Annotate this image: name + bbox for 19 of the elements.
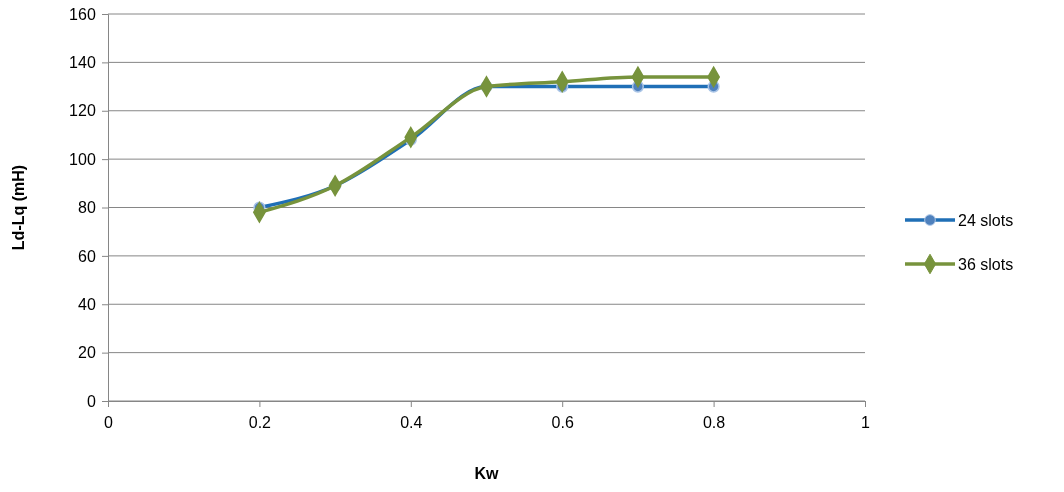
x-tick-label: 0 — [104, 413, 114, 431]
x-tick-label: 0.8 — [702, 413, 726, 431]
legend-label: 24 slots — [958, 212, 1014, 229]
x-axis-title: Kw — [474, 465, 500, 482]
y-tick-label: 120 — [69, 102, 96, 120]
y-tick-label: 100 — [69, 150, 96, 168]
y-tick-label: 0 — [86, 392, 96, 410]
x-tick-label: 0.4 — [400, 413, 423, 431]
y-tick-label: 20 — [78, 344, 96, 362]
x-tick-label: 0.2 — [248, 413, 272, 431]
y-axis-title: Ld-Lq (mH) — [10, 164, 27, 251]
y-tick-label: 80 — [78, 199, 96, 217]
y-tick-label: 40 — [78, 295, 96, 313]
y-tick-label: 160 — [69, 5, 96, 23]
x-tick-label: 0.6 — [551, 413, 574, 431]
y-tick-label: 140 — [69, 53, 96, 71]
y-tick-label: 60 — [78, 247, 96, 265]
x-tick-label: 1 — [861, 413, 871, 431]
legend-label: 36 slots — [958, 256, 1014, 273]
